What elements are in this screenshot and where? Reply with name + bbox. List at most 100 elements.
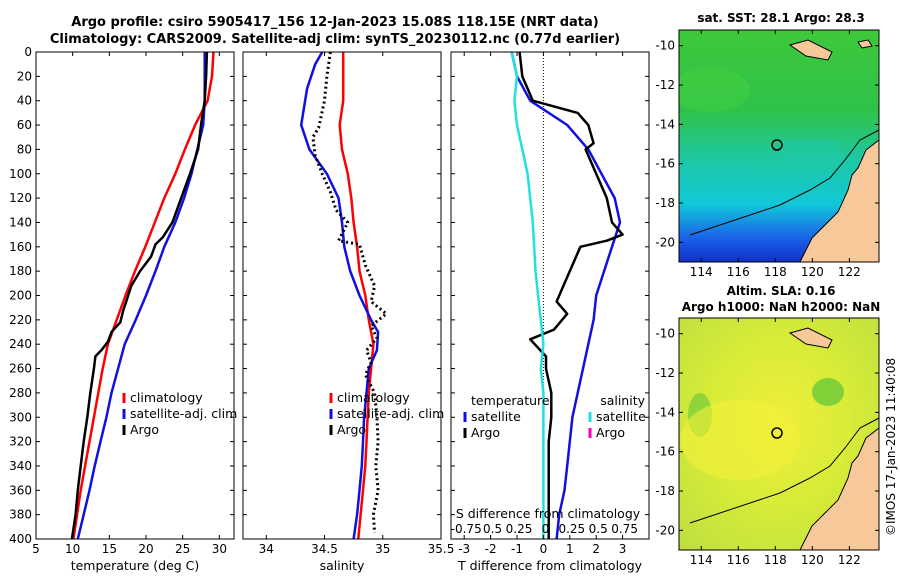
y-tick-label: 340 bbox=[9, 459, 32, 473]
series-line-satellite-adj-clim bbox=[76, 52, 206, 540]
map-y-tick-label: -20 bbox=[655, 235, 675, 249]
isobath-line bbox=[689, 417, 879, 524]
map-x-tick-label: 114 bbox=[690, 265, 713, 279]
y-tick-label: 200 bbox=[9, 289, 32, 303]
axes-box bbox=[242, 51, 442, 540]
axes-box bbox=[450, 51, 650, 540]
x-tick-label: 35.5 bbox=[428, 542, 455, 556]
map-y-tick-label: -18 bbox=[655, 484, 675, 498]
isobath-line bbox=[689, 129, 879, 236]
y-tick-label: 100 bbox=[9, 167, 32, 181]
series-line-s-satellite bbox=[510, 51, 545, 539]
legend-label: satellite bbox=[596, 409, 646, 424]
y-tick-label: 240 bbox=[9, 337, 32, 351]
island-land bbox=[788, 39, 833, 61]
map-y-tick-label: -12 bbox=[655, 366, 675, 380]
map-x-tick-label: 118 bbox=[764, 265, 787, 279]
legend-label: climatology bbox=[337, 390, 410, 405]
temperature-chart: 5 10 15 20 25 3002040608010012014016018020022… bbox=[9, 45, 237, 573]
series-line-argo bbox=[311, 51, 388, 533]
x-tick-label: 2 bbox=[592, 542, 600, 556]
secondary-x-label: S difference from climatology bbox=[456, 506, 641, 521]
x-tick-label: 0 bbox=[540, 542, 548, 556]
y-tick-label: 160 bbox=[9, 240, 32, 254]
x-tick-label: 10 bbox=[65, 542, 80, 556]
argo-position-marker bbox=[771, 427, 783, 439]
map-x-tick-label: 120 bbox=[801, 553, 824, 567]
legend-label: satellite-adj. clim bbox=[130, 406, 237, 421]
secondary-x-tick-label: 0.5 bbox=[589, 522, 608, 536]
sst-patch bbox=[780, 140, 840, 170]
x-axis-label: T difference from climatology bbox=[457, 558, 643, 573]
legend-label: satellite bbox=[471, 409, 521, 424]
map-y-tick-label: -14 bbox=[655, 117, 675, 131]
legend-label: Argo bbox=[471, 425, 500, 440]
map-y-tick-label: -20 bbox=[655, 523, 675, 537]
sla-map-title-line1: Altim. SLA: 0.16 bbox=[726, 284, 836, 298]
y-tick-label: 180 bbox=[9, 264, 32, 278]
difference-chart: -3 -2 -1 0 1 2 3 T difference from climatology t… bbox=[450, 51, 650, 573]
figure-title-line1: Argo profile: csiro 5905417_156 12-Jan-2… bbox=[71, 15, 599, 30]
y-tick-label: 360 bbox=[9, 483, 32, 497]
salinity-chart: 34 34.5 35 35.5 salinity climatologysatellite… bbox=[242, 51, 455, 573]
coastline bbox=[799, 427, 879, 550]
x-axis-label: salinity bbox=[320, 558, 365, 573]
argo-position-marker bbox=[771, 139, 783, 151]
y-tick-label: 260 bbox=[9, 362, 32, 376]
legend-label: Argo bbox=[337, 422, 366, 437]
australia-coast-land bbox=[800, 140, 879, 262]
legend-label: climatology bbox=[130, 390, 203, 405]
map-x-tick-label: 122 bbox=[838, 265, 861, 279]
secondary-x-tick-label: 0.25 bbox=[558, 522, 585, 536]
x-tick-label: 34.5 bbox=[311, 542, 338, 556]
x-tick-label: -3 bbox=[458, 542, 470, 556]
x-tick-label: 35 bbox=[375, 542, 390, 556]
legend-label: satellite-adj. clim bbox=[337, 406, 444, 421]
map-y-tick-label: -16 bbox=[655, 445, 675, 459]
australia-coast-land bbox=[800, 428, 879, 550]
x-tick-label: 15 bbox=[102, 542, 117, 556]
legend-title: temperature bbox=[471, 393, 550, 408]
map-x-tick-label: 118 bbox=[764, 553, 787, 567]
y-tick-label: 400 bbox=[9, 532, 32, 546]
map-y-tick-label: -14 bbox=[655, 405, 675, 419]
map-x-tick-label: 116 bbox=[727, 265, 750, 279]
map-x-tick-label: 122 bbox=[838, 553, 861, 567]
series-line-t-argo bbox=[518, 51, 624, 539]
x-tick-label: 30 bbox=[212, 542, 227, 556]
y-tick-label: 320 bbox=[9, 435, 32, 449]
sla-low-patch bbox=[812, 378, 844, 406]
sst-map bbox=[678, 29, 880, 263]
x-tick-label: 34 bbox=[259, 542, 274, 556]
y-tick-label: 20 bbox=[17, 69, 32, 83]
map-y-tick-label: -12 bbox=[655, 78, 675, 92]
sla-map bbox=[678, 317, 880, 551]
sst-warm-patch bbox=[679, 68, 750, 112]
series-line-argo bbox=[70, 51, 209, 540]
map-y-tick-label: -10 bbox=[655, 39, 675, 53]
x-tick-label: -2 bbox=[485, 542, 497, 556]
sla-map-title-line2: Argo h1000: NaN h2000: NaN bbox=[681, 300, 881, 314]
x-tick-label: 5 bbox=[32, 542, 40, 556]
legend-title: salinity bbox=[600, 393, 645, 408]
map-y-tick-label: -10 bbox=[655, 327, 675, 341]
x-tick-label: -1 bbox=[511, 542, 523, 556]
y-tick-label: 220 bbox=[9, 313, 32, 327]
y-tick-label: 300 bbox=[9, 410, 32, 424]
island-land bbox=[857, 39, 873, 49]
y-tick-label: 380 bbox=[9, 508, 32, 522]
secondary-x-tick-label: 0 bbox=[542, 522, 550, 536]
series-line-satellite-adj-clim bbox=[299, 51, 380, 540]
map-ticks: 114 116 118 120 122 -10 -12 -14 -16 -18 -20 114 116 1… bbox=[655, 30, 879, 567]
sst-map-title: sat. SST: 28.1 Argo: 28.3 bbox=[697, 11, 865, 25]
y-tick-label: 60 bbox=[17, 118, 32, 132]
series-line-climatology bbox=[338, 52, 375, 540]
map-x-tick-label: 114 bbox=[690, 553, 713, 567]
y-tick-label: 120 bbox=[9, 191, 32, 205]
sla-high-patch bbox=[680, 400, 800, 480]
secondary-x-tick-label: 0.25 bbox=[506, 522, 533, 536]
series-line-t-satellite bbox=[510, 51, 622, 540]
y-tick-label: 0 bbox=[24, 45, 32, 59]
x-tick-label: 20 bbox=[138, 542, 153, 556]
